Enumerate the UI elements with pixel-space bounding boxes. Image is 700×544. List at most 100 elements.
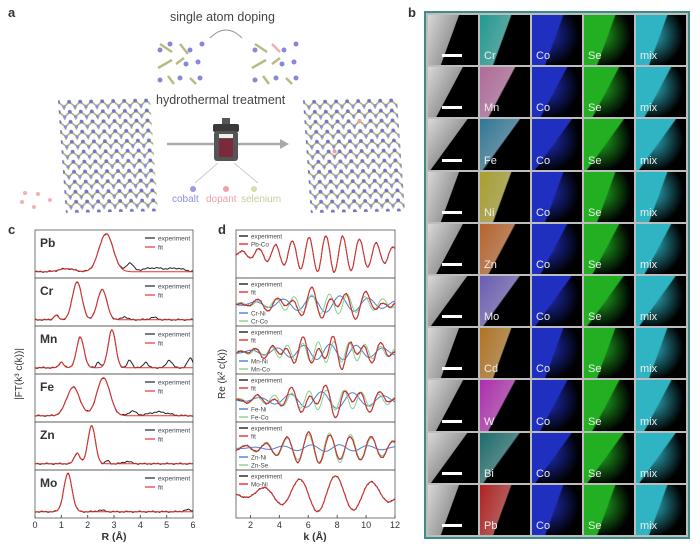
cell-label: Co <box>536 467 551 480</box>
legend-label: Mn-Ni <box>251 358 268 365</box>
fit-curve-cr <box>35 281 193 321</box>
mix-map: mix <box>636 171 686 222</box>
cell-label: Co <box>536 206 551 219</box>
element-label: Mo <box>40 476 57 490</box>
sem-image <box>428 432 478 483</box>
fit-curve-fe <box>35 377 193 417</box>
element-label: Zn <box>40 428 55 442</box>
legend-label: Pb-Co <box>251 241 269 248</box>
co-map: Co <box>532 380 582 431</box>
scale-bar <box>442 158 462 162</box>
cell-label: Zn <box>484 259 497 271</box>
se-map: Se <box>584 67 634 118</box>
cell-label: Pb <box>484 520 498 532</box>
cell-label: mix <box>640 467 658 480</box>
element-map-fe: Fe <box>480 119 530 170</box>
curved-arrow <box>209 29 243 39</box>
cell-label: Co <box>536 311 551 324</box>
co-map: Co <box>532 119 582 170</box>
legend-label-fit: fit <box>158 245 163 252</box>
fit-curve-zn <box>35 425 193 465</box>
se-map: Se <box>584 328 634 379</box>
element-map-cr: Cr <box>480 15 530 66</box>
y-axis-label: Re (k² c(k)) <box>217 349 228 399</box>
cell-label: Co <box>536 259 551 271</box>
co-map: Co <box>532 484 582 535</box>
x-tick-label: 10 <box>361 520 371 530</box>
cell-label: Co <box>536 154 551 167</box>
single-atom-doping-text: single atom doping <box>170 10 275 24</box>
se-map: Se <box>584 171 634 222</box>
scale-bar <box>442 367 462 371</box>
cell-label: Se <box>588 259 602 271</box>
cell-label: Se <box>588 206 602 219</box>
fit-curve <box>235 431 396 464</box>
cell-label: Fe <box>484 154 497 167</box>
sem-image <box>428 276 478 327</box>
cell-label: Co <box>536 363 551 376</box>
synthesis-schematic <box>20 29 405 213</box>
cell-label: Se <box>588 50 602 63</box>
legend-label-fit: fit <box>158 341 163 348</box>
legend-dots <box>190 186 257 192</box>
sem-image <box>428 380 478 431</box>
sem-image <box>428 67 478 118</box>
legend-label: fit <box>251 289 256 296</box>
cell-label: mix <box>640 206 658 219</box>
sem-image <box>428 15 478 66</box>
legend-label: Cr-Ni <box>251 310 266 317</box>
y-axis-label: |FT(k³ c(k))| <box>14 348 25 400</box>
mix-map: mix <box>636 484 686 535</box>
panel-label-d: d <box>218 222 226 237</box>
x-tick-label: 6 <box>190 520 195 530</box>
panel-label-a: a <box>8 5 16 20</box>
fit-curve <box>235 384 396 419</box>
panel-label-b: b <box>408 5 416 20</box>
co-map: Co <box>532 328 582 379</box>
mix-map: mix <box>636 119 686 170</box>
cell-label: Mn <box>484 102 500 115</box>
legend-label: Mo-Ni <box>251 481 268 488</box>
element-map-ni: Ni <box>480 171 530 222</box>
x-tick-label: 1 <box>59 520 64 530</box>
scale-bar <box>442 54 462 58</box>
pristine-lattice <box>57 98 158 213</box>
scale-bar <box>442 471 462 475</box>
scale-bar <box>442 210 462 214</box>
cell-label: W <box>484 415 495 428</box>
cell-label: mix <box>640 363 658 376</box>
x-axis-label: R (Å) <box>101 530 126 543</box>
cell-label: Co <box>536 102 551 115</box>
sem-image <box>428 119 478 170</box>
se-map: Se <box>584 223 634 274</box>
x-tick-label: 4 <box>277 520 282 530</box>
path2-curve <box>235 389 396 411</box>
legend-label: Fe-Ni <box>251 406 266 413</box>
co-map: Co <box>532 171 582 222</box>
legend-label: experiment <box>251 233 282 240</box>
mix-map: mix <box>636 276 686 327</box>
path1-curve <box>236 444 396 452</box>
k-space-exafs-chart: k (Å) Re (k² c(k)) experimentPb-Coexperi… <box>217 229 400 543</box>
mix-map: mix <box>636 223 686 274</box>
legend-label: fit <box>251 385 256 392</box>
legend-label-experiment: experiment <box>158 284 190 291</box>
doped-lattice <box>303 98 405 213</box>
co-map: Co <box>532 432 582 483</box>
element-label: Cr <box>40 284 54 298</box>
mix-map: mix <box>636 328 686 379</box>
legend-label: experiment <box>251 377 282 384</box>
cell-label: mix <box>640 259 658 271</box>
cell-label: mix <box>640 102 658 115</box>
scale-bar <box>442 419 462 423</box>
legend-label-experiment: experiment <box>158 428 190 435</box>
legend-label-fit: fit <box>158 389 163 396</box>
fit-curve <box>235 475 396 513</box>
dopant-atoms <box>20 191 52 209</box>
x-tick-label: 8 <box>335 520 340 530</box>
panel-label-c: c <box>8 222 16 237</box>
mix-map: mix <box>636 432 686 483</box>
se-map: Se <box>584 276 634 327</box>
fit-curve-mn <box>35 329 193 369</box>
cell-label: Co <box>536 50 551 63</box>
